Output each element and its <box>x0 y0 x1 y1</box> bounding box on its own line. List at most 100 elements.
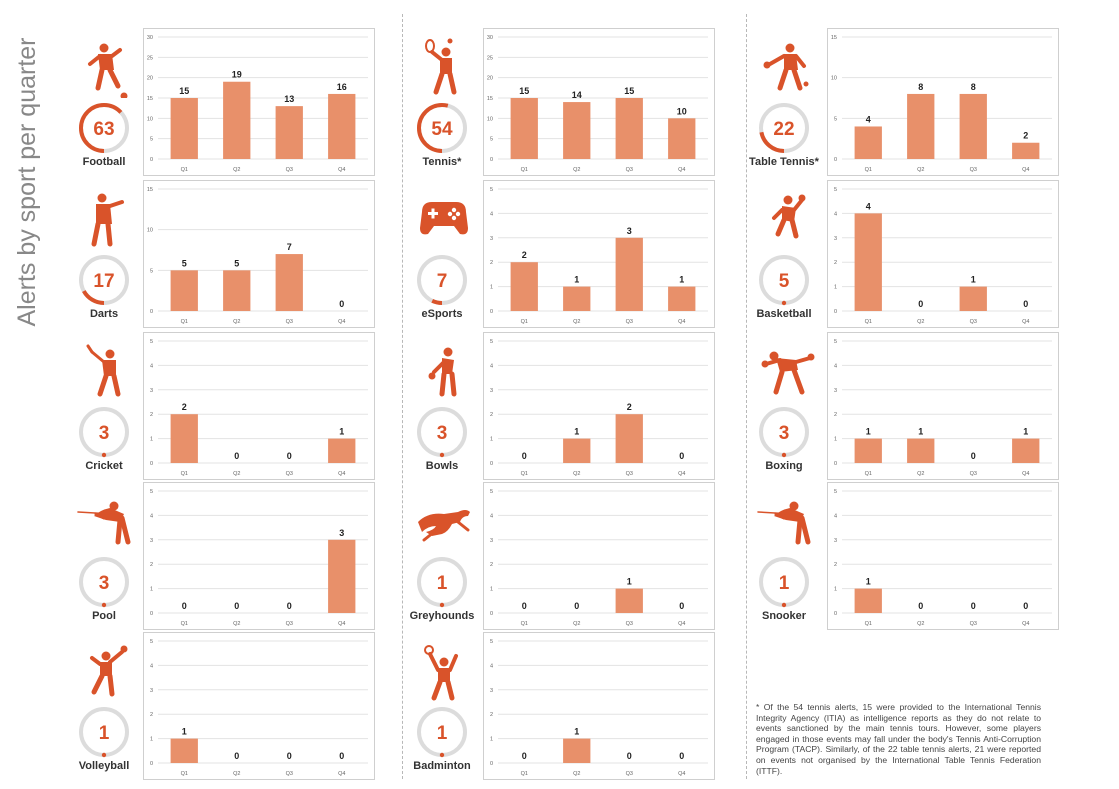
y-tick-label: 15 <box>831 35 837 41</box>
bar <box>170 738 198 763</box>
y-tick-label: 4 <box>490 363 493 369</box>
total-gauge: 5 <box>754 250 814 315</box>
x-tick-label: Q4 <box>1022 167 1029 173</box>
sport-label: eSports <box>421 308 463 320</box>
x-tick-label: Q4 <box>1022 471 1029 477</box>
total-value: 3 <box>99 573 110 594</box>
y-tick-label: 30 <box>147 35 153 41</box>
y-tick-label: 5 <box>834 116 837 122</box>
x-tick-label: Q1 <box>865 167 872 173</box>
y-tick-label: 3 <box>150 388 153 394</box>
bar <box>328 438 356 463</box>
x-tick-label: Q1 <box>181 621 188 627</box>
y-tick-label: 1 <box>150 587 153 593</box>
x-tick-label: Q3 <box>286 319 293 325</box>
bar <box>170 414 198 463</box>
bar-value-label: 0 <box>339 299 344 309</box>
total-value: 17 <box>93 271 114 292</box>
bar-value-label: 3 <box>339 528 344 538</box>
bar <box>959 286 987 311</box>
bar <box>854 213 882 311</box>
footnote: * Of the 54 tennis alerts, 15 were provi… <box>756 702 1041 776</box>
bar-value-label: 0 <box>1023 299 1028 309</box>
y-tick-label: 0 <box>150 761 153 767</box>
total-value: 63 <box>93 119 114 140</box>
sport-label: Tennis* <box>422 156 462 168</box>
bar-value-label: 0 <box>679 601 684 611</box>
sport-label: Boxing <box>765 460 803 472</box>
x-tick-label: Q1 <box>181 771 188 777</box>
bar <box>907 93 935 159</box>
x-tick-label: Q2 <box>573 771 580 777</box>
bar <box>615 588 643 613</box>
x-tick-label: Q3 <box>970 621 977 627</box>
bar-value-label: 4 <box>866 114 871 124</box>
bar-value-label: 0 <box>574 601 579 611</box>
x-tick-label: Q4 <box>338 771 345 777</box>
bar <box>854 438 882 463</box>
x-tick-label: Q4 <box>1022 621 1029 627</box>
x-tick-label: Q3 <box>286 771 293 777</box>
volleyball-player-icon <box>76 642 136 707</box>
y-tick-label: 0 <box>150 461 153 467</box>
y-tick-label: 5 <box>490 489 493 495</box>
y-tick-label: 5 <box>150 489 153 495</box>
bar <box>1012 438 1040 463</box>
x-tick-label: Q2 <box>573 621 580 627</box>
bar-value-label: 1 <box>339 427 344 437</box>
bar-value-label: 1 <box>866 427 871 437</box>
basketball-player-icon <box>756 190 816 255</box>
bar-value-label: 1 <box>866 577 871 587</box>
sport-label: Darts <box>89 308 119 320</box>
bar-chart: 0 1 2 3 4 5 0 Q1 0 Q2 0 Q3 3 Q4 <box>143 482 375 630</box>
y-tick-label: 5 <box>834 339 837 345</box>
bar-value-label: 1 <box>182 727 187 737</box>
bar-value-label: 2 <box>522 250 527 260</box>
y-tick-label: 3 <box>834 388 837 394</box>
sport-label: Cricket <box>85 460 123 472</box>
x-tick-label: Q4 <box>338 167 345 173</box>
bar <box>854 588 882 613</box>
sport-label: Badminton <box>413 760 471 772</box>
x-tick-label: Q4 <box>678 167 685 173</box>
y-tick-label: 1 <box>490 587 493 593</box>
bar <box>959 93 987 159</box>
x-tick-label: Q2 <box>233 771 240 777</box>
sport-label: Table Tennis* <box>749 156 819 168</box>
total-gauge: 63 <box>74 98 134 163</box>
x-tick-label: Q1 <box>181 471 188 477</box>
boxer-icon <box>756 342 816 407</box>
gauge-arc <box>79 103 129 153</box>
x-tick-label: Q1 <box>521 167 528 173</box>
sport-label: Volleyball <box>78 760 130 772</box>
y-tick-label: 20 <box>487 76 493 82</box>
bar <box>563 738 591 763</box>
bar-chart: 0 1 2 3 4 5 2 Q1 0 Q2 0 Q3 1 Q4 <box>143 332 375 480</box>
y-tick-label: 0 <box>490 611 493 617</box>
bar-value-label: 1 <box>918 427 923 437</box>
y-tick-label: 0 <box>490 157 493 163</box>
y-tick-label: 1 <box>490 285 493 291</box>
bar-value-label: 1 <box>627 577 632 587</box>
y-tick-label: 15 <box>147 187 153 193</box>
bar-value-label: 0 <box>287 751 292 761</box>
bar-value-label: 16 <box>337 82 347 92</box>
y-tick-label: 3 <box>490 236 493 242</box>
sport-label: Bowls <box>425 460 459 472</box>
y-tick-label: 1 <box>834 285 837 291</box>
pool-player-icon <box>76 492 136 557</box>
page-title: Alerts by sport per quarter <box>13 37 41 327</box>
bar-value-label: 1 <box>574 727 579 737</box>
bar-chart: 0 5 10 15 5 Q1 5 Q2 7 Q3 0 Q4 <box>143 180 375 328</box>
y-tick-label: 10 <box>831 76 837 82</box>
bar <box>510 98 538 159</box>
x-tick-label: Q2 <box>917 319 924 325</box>
bar <box>170 98 198 159</box>
x-tick-label: Q2 <box>233 471 240 477</box>
gauge-arc <box>417 103 467 153</box>
bar-value-label: 10 <box>677 106 687 116</box>
sport-label: Football <box>82 156 126 168</box>
total-gauge: 22 <box>754 98 814 163</box>
bar <box>170 270 198 311</box>
y-tick-label: 5 <box>834 489 837 495</box>
